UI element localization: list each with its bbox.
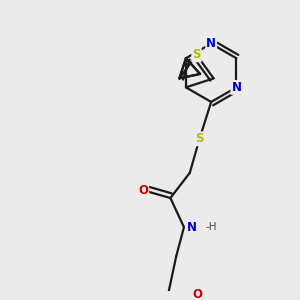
Text: N: N <box>187 220 197 234</box>
Text: N: N <box>206 37 216 50</box>
Text: O: O <box>193 288 203 300</box>
Text: S: S <box>192 48 201 61</box>
Text: O: O <box>138 184 148 197</box>
Text: S: S <box>195 132 204 145</box>
Text: -H: -H <box>205 222 217 232</box>
Text: N: N <box>231 81 242 94</box>
